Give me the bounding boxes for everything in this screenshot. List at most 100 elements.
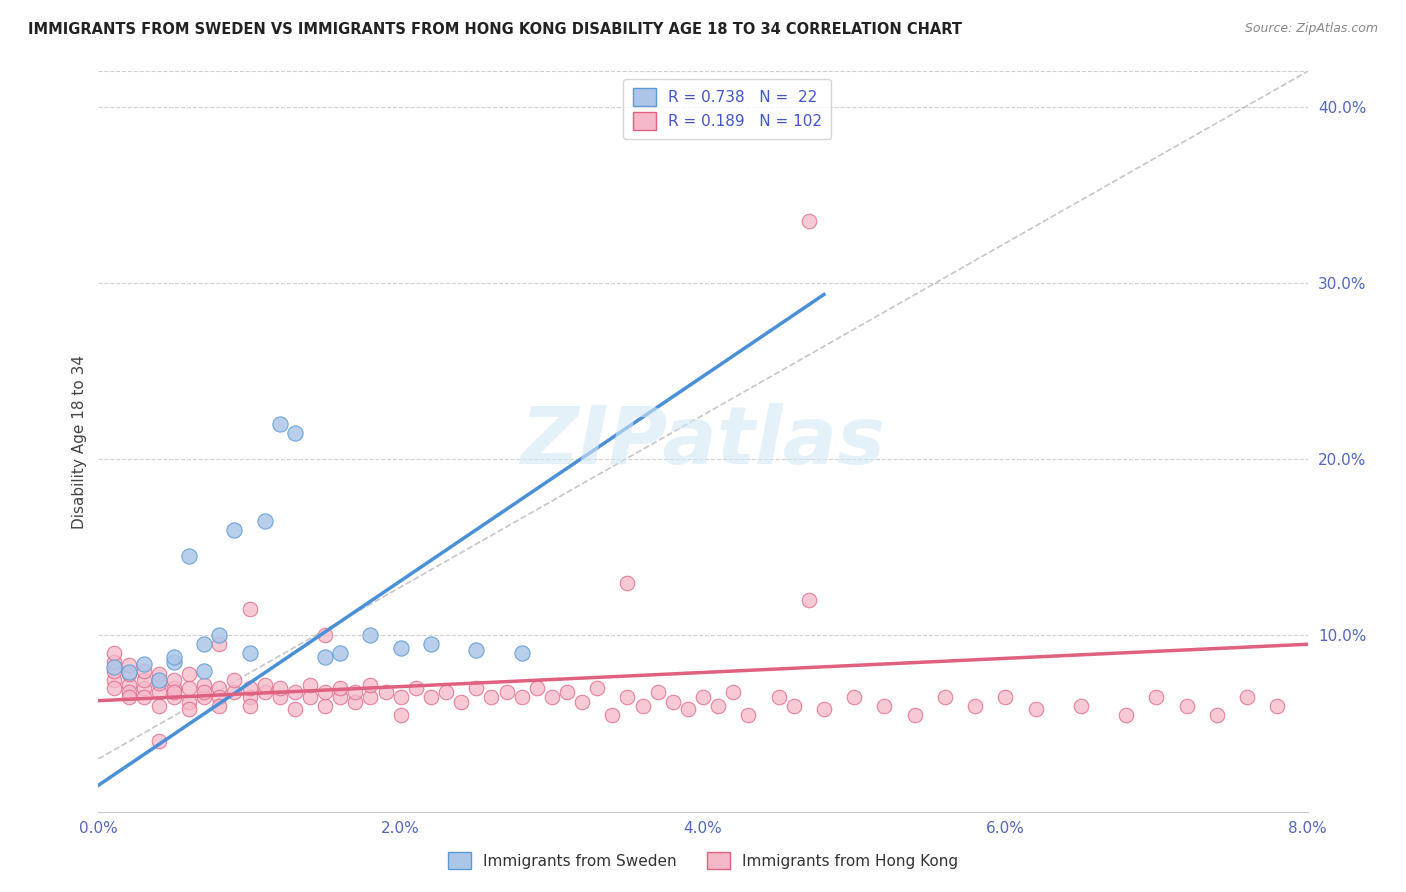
Legend: R = 0.738   N =  22, R = 0.189   N = 102: R = 0.738 N = 22, R = 0.189 N = 102: [623, 79, 831, 139]
Point: [768, 690, 790, 705]
Point: [253, 678, 276, 692]
Point: [118, 667, 141, 681]
Point: [269, 417, 291, 431]
Point: [103, 646, 125, 660]
Text: Source: ZipAtlas.com: Source: ZipAtlas.com: [1244, 22, 1378, 36]
Point: [405, 681, 427, 696]
Point: [555, 685, 578, 699]
Point: [103, 681, 125, 696]
Point: [253, 685, 276, 699]
Point: [481, 690, 503, 705]
Point: [132, 690, 155, 705]
Point: [616, 575, 638, 590]
Point: [360, 678, 382, 692]
Point: [510, 690, 533, 705]
Point: [676, 702, 699, 716]
Point: [163, 681, 186, 696]
Legend: Immigrants from Sweden, Immigrants from Hong Kong: Immigrants from Sweden, Immigrants from …: [441, 846, 965, 875]
Point: [692, 690, 714, 705]
Point: [661, 695, 683, 709]
Point: [193, 664, 215, 678]
Point: [329, 646, 352, 660]
Point: [239, 690, 262, 705]
Point: [329, 681, 352, 696]
Point: [163, 649, 186, 664]
Point: [647, 685, 669, 699]
Point: [208, 628, 231, 642]
Point: [224, 673, 246, 687]
Point: [360, 690, 382, 705]
Point: [707, 698, 730, 713]
Point: [132, 681, 155, 696]
Point: [118, 665, 141, 680]
Point: [797, 214, 820, 228]
Point: [314, 685, 336, 699]
Y-axis label: Disability Age 18 to 34: Disability Age 18 to 34: [72, 354, 87, 529]
Point: [1267, 698, 1289, 713]
Point: [586, 681, 609, 696]
Point: [132, 657, 155, 671]
Point: [526, 681, 548, 696]
Point: [224, 523, 246, 537]
Point: [118, 678, 141, 692]
Point: [602, 707, 624, 722]
Point: [1146, 690, 1168, 705]
Point: [118, 690, 141, 705]
Point: [1175, 698, 1198, 713]
Point: [208, 681, 231, 696]
Point: [224, 685, 246, 699]
Point: [118, 685, 141, 699]
Point: [148, 734, 170, 748]
Point: [1206, 707, 1229, 722]
Point: [208, 637, 231, 651]
Point: [1070, 698, 1092, 713]
Point: [269, 690, 291, 705]
Point: [994, 690, 1017, 705]
Point: [284, 425, 307, 440]
Point: [239, 646, 262, 660]
Point: [616, 690, 638, 705]
Point: [284, 685, 307, 699]
Point: [737, 707, 759, 722]
Point: [284, 702, 307, 716]
Point: [148, 673, 170, 687]
Point: [103, 664, 125, 678]
Point: [1115, 707, 1137, 722]
Point: [132, 673, 155, 687]
Point: [103, 655, 125, 669]
Point: [148, 685, 170, 699]
Point: [118, 658, 141, 673]
Point: [193, 637, 215, 651]
Point: [844, 690, 866, 705]
Point: [314, 649, 336, 664]
Point: [344, 685, 367, 699]
Point: [434, 685, 457, 699]
Point: [299, 690, 322, 705]
Point: [239, 681, 262, 696]
Text: ZIPatlas: ZIPatlas: [520, 402, 886, 481]
Point: [299, 678, 322, 692]
Point: [103, 660, 125, 674]
Point: [540, 690, 562, 705]
Point: [374, 685, 396, 699]
Point: [389, 707, 412, 722]
Point: [1025, 702, 1047, 716]
Point: [193, 685, 215, 699]
Point: [389, 690, 412, 705]
Point: [465, 642, 488, 657]
Point: [208, 698, 231, 713]
Point: [495, 685, 517, 699]
Point: [163, 690, 186, 705]
Point: [450, 695, 472, 709]
Point: [813, 702, 835, 716]
Point: [420, 690, 443, 705]
Point: [797, 593, 820, 607]
Point: [465, 681, 488, 696]
Point: [873, 698, 896, 713]
Point: [904, 707, 927, 722]
Point: [329, 690, 352, 705]
Point: [148, 698, 170, 713]
Point: [510, 646, 533, 660]
Point: [163, 685, 186, 699]
Point: [571, 695, 593, 709]
